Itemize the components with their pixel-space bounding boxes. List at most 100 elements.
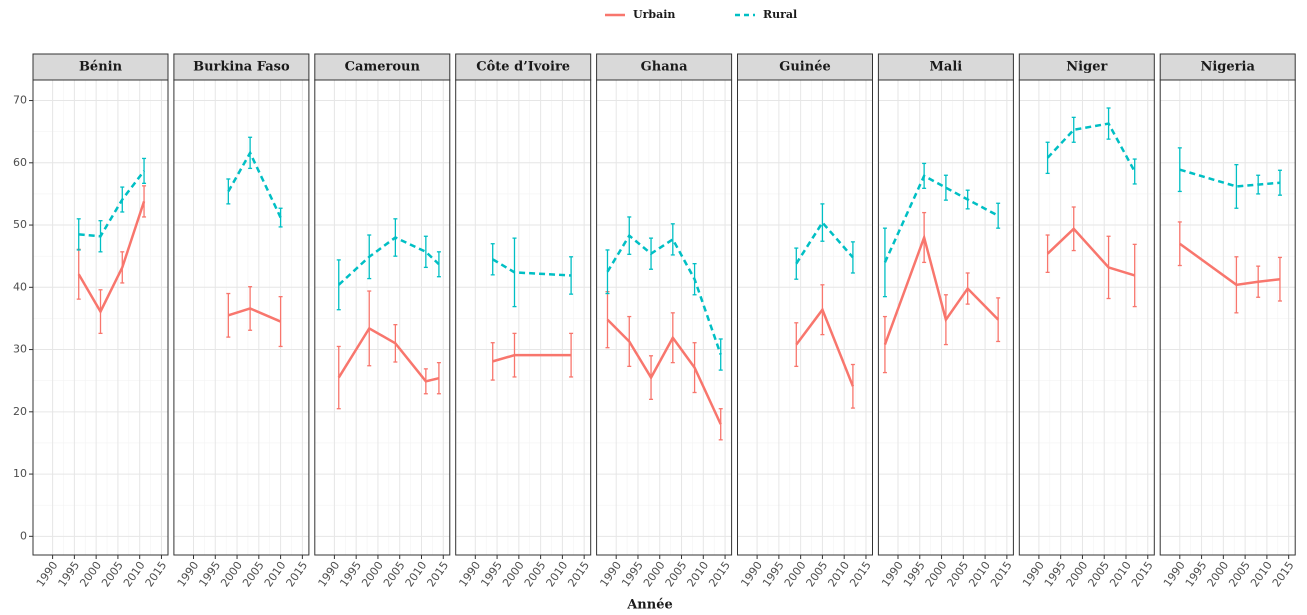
y-tick-label: 60 [13, 156, 27, 169]
strip-label: Mali [930, 60, 963, 75]
x-tick-label: 2005 [1085, 559, 1112, 589]
x-tick-label: 2005 [381, 559, 408, 589]
error-bar [336, 345, 341, 410]
series-line [77, 201, 146, 315]
series-line [78, 170, 146, 238]
error-bar [882, 315, 887, 374]
error-bar [1045, 234, 1050, 274]
x-tick-label: 2015 [988, 559, 1015, 589]
x-tick-label: 1995 [619, 559, 646, 589]
x-tick-label: 2005 [522, 559, 549, 589]
strip-label: Niger [1066, 60, 1107, 75]
x-tick-label: 2005 [804, 559, 831, 589]
x-tick-label: 2015 [1129, 559, 1156, 589]
x-tick-label: 1990 [1161, 559, 1188, 589]
x-tick-label: 1995 [1183, 559, 1210, 589]
strip [455, 53, 592, 81]
x-tick-label: 2000 [218, 559, 245, 589]
series-line [1046, 226, 1136, 277]
x-tick-label: 1995 [901, 559, 928, 589]
x-tick-label: 2005 [945, 559, 972, 589]
x-tick-label: 2000 [359, 559, 386, 589]
x-tick-label: 1995 [196, 559, 223, 589]
x-tick-label: 2015 [706, 559, 733, 589]
y-tick-label: 0 [20, 529, 27, 542]
panel [455, 80, 591, 555]
error-bar [1234, 164, 1239, 209]
x-tick-label: 2000 [500, 559, 527, 589]
x-tick-label: 1990 [175, 559, 202, 589]
strip [173, 53, 310, 81]
x-tick-label: 2010 [544, 559, 571, 589]
panel [1019, 80, 1155, 555]
x-tick-label: 2015 [424, 559, 451, 589]
panel [737, 80, 873, 555]
error-bar [569, 256, 574, 295]
x-tick-label: 1990 [34, 559, 61, 589]
series-line [227, 307, 282, 323]
error-bar [423, 235, 428, 269]
error-bar [996, 202, 1001, 229]
panel [173, 80, 309, 555]
x-tick-label: 2015 [284, 559, 311, 589]
error-bar [1132, 158, 1137, 185]
series-line [492, 258, 572, 277]
y-tick-label: 70 [13, 94, 27, 107]
x-tick-label: 1990 [316, 559, 343, 589]
series-line [795, 307, 855, 387]
x-tick-label: 2010 [1248, 559, 1275, 589]
x-tick-label: 2010 [684, 559, 711, 589]
x-tick-label: 2000 [641, 559, 668, 589]
x-tick-label: 2005 [1226, 559, 1253, 589]
strip [314, 53, 451, 81]
series-line [337, 236, 440, 286]
x-tick-label: 2010 [825, 559, 852, 589]
y-tick-label: 10 [13, 467, 27, 480]
series-line [227, 150, 282, 219]
series-line [1179, 168, 1281, 188]
x-tick-label: 1990 [597, 559, 624, 589]
series-line [1046, 122, 1136, 173]
y-tick-label: 30 [13, 343, 27, 356]
panel [1160, 80, 1296, 555]
x-tick-label: 2005 [663, 559, 690, 589]
x-tick-label: 1990 [457, 559, 484, 589]
x-tick-label: 1995 [337, 559, 364, 589]
series-line [883, 233, 1000, 346]
x-tick-label: 2010 [262, 559, 289, 589]
x-tick-label: 1990 [879, 559, 906, 589]
strip-label: Ghana [641, 60, 688, 75]
legend-label: Urbain [633, 8, 675, 21]
legend-label: Rural [763, 8, 797, 21]
strip-label: Burkina Faso [193, 60, 290, 75]
x-tick-label: 1995 [478, 559, 505, 589]
x-tick-label: 2000 [1205, 559, 1232, 589]
x-tick-label: 1990 [1020, 559, 1047, 589]
x-tick-label: 2010 [966, 559, 993, 589]
panel [596, 80, 732, 555]
x-tick-label: 2005 [240, 559, 267, 589]
strip [877, 53, 1014, 81]
x-tick-label: 2010 [1107, 559, 1134, 589]
panel [314, 80, 450, 555]
y-tick-label: 40 [13, 280, 27, 293]
strip [1159, 53, 1296, 81]
series-line [606, 233, 722, 355]
x-tick-label: 2000 [1064, 559, 1091, 589]
x-tick-label: 2000 [923, 559, 950, 589]
x-tick-label: 2015 [143, 559, 170, 589]
x-tick-label: 2000 [782, 559, 809, 589]
strip [32, 53, 169, 81]
strip-label: Côte d’Ivoire [476, 60, 570, 75]
x-tick-label: 2015 [847, 559, 874, 589]
strip [1018, 53, 1155, 81]
error-bar [670, 223, 675, 256]
x-axis-label: Année [626, 598, 673, 613]
x-tick-label: 1995 [1042, 559, 1069, 589]
y-tick-label: 20 [13, 405, 27, 418]
series-line [606, 318, 722, 425]
x-tick-label: 2015 [1270, 559, 1297, 589]
x-tick-label: 1995 [56, 559, 83, 589]
x-tick-label: 2000 [77, 559, 104, 589]
series-line [1179, 242, 1281, 287]
